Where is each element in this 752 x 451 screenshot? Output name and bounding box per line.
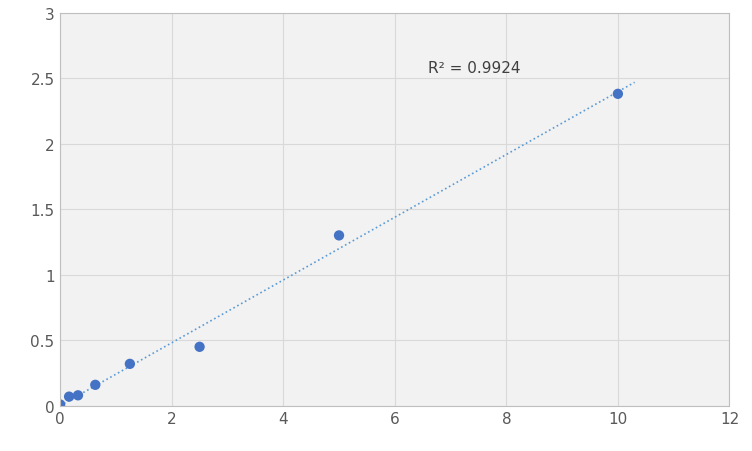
Point (63, 393, 75, 400)
Text: R² = 0.9924: R² = 0.9924 (428, 61, 521, 76)
Point (333, 232, 345, 239)
Point (54, 401, 66, 408)
Point (124, 360, 136, 368)
Point (72, 392, 84, 399)
Point (89, 382, 102, 389)
Point (193, 344, 205, 351)
Point (612, 91, 624, 98)
